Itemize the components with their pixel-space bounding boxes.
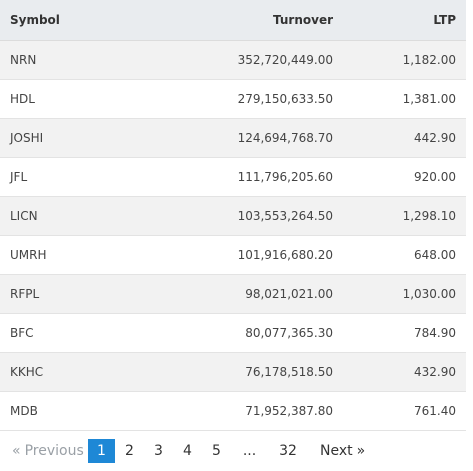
header-symbol[interactable]: Symbol bbox=[0, 0, 160, 41]
cell-turnover: 76,178,518.50 bbox=[245, 364, 333, 379]
cell-symbol: KKHC bbox=[10, 364, 44, 379]
cell-symbol: HDL bbox=[10, 91, 35, 106]
cell-ltp: 1,381.00 bbox=[402, 91, 456, 106]
turnover-table-container: Symbol Turnover LTP NRN 352,720,449.00 1… bbox=[0, 0, 466, 463]
table-row: JOSHI 124,694,768.70 442.90 bbox=[0, 118, 466, 157]
cell-turnover: 101,916,680.20 bbox=[237, 247, 333, 262]
cell-turnover: 352,720,449.00 bbox=[237, 52, 333, 67]
cell-ltp: 432.90 bbox=[414, 364, 456, 379]
cell-ltp: 442.90 bbox=[414, 130, 456, 145]
page-button-1[interactable]: 1 bbox=[88, 439, 115, 463]
cell-turnover: 103,553,264.50 bbox=[237, 208, 333, 223]
previous-label: Previous bbox=[24, 443, 84, 459]
table-row: LICN 103,553,264.50 1,298.10 bbox=[0, 196, 466, 235]
cell-symbol: NRN bbox=[10, 52, 37, 67]
cell-turnover: 71,952,387.80 bbox=[245, 403, 333, 418]
table-row: MDB 71,952,387.80 761.40 bbox=[0, 391, 466, 430]
previous-arrow-icon: « bbox=[12, 443, 21, 459]
cell-turnover: 98,021,021.00 bbox=[245, 286, 333, 301]
table-row: KKHC 76,178,518.50 432.90 bbox=[0, 352, 466, 391]
cell-symbol: BFC bbox=[10, 325, 34, 340]
cell-symbol: JOSHI bbox=[10, 130, 44, 145]
pagination-ellipsis: ... bbox=[242, 443, 257, 459]
cell-symbol: UMRH bbox=[10, 247, 47, 262]
cell-ltp: 648.00 bbox=[414, 247, 456, 262]
pagination: « Previous 1 2 3 4 5 ... 32 Next » bbox=[0, 439, 369, 463]
cell-turnover: 279,150,633.50 bbox=[237, 91, 333, 106]
table-row: HDL 279,150,633.50 1,381.00 bbox=[0, 79, 466, 118]
cell-ltp: 761.40 bbox=[414, 403, 456, 418]
table-row: RFPL 98,021,021.00 1,030.00 bbox=[0, 274, 466, 313]
next-page-button[interactable]: Next » bbox=[308, 439, 369, 463]
cell-symbol: LICN bbox=[10, 208, 38, 223]
page-button-last[interactable]: 32 bbox=[279, 443, 297, 459]
page-button-3[interactable]: 3 bbox=[154, 443, 163, 459]
page-button-4[interactable]: 4 bbox=[183, 443, 192, 459]
cell-turnover: 124,694,768.70 bbox=[237, 130, 333, 145]
previous-page-button[interactable]: « Previous bbox=[0, 439, 88, 463]
cell-symbol: JFL bbox=[10, 169, 28, 184]
next-label: Next bbox=[320, 443, 353, 459]
cell-turnover: 80,077,365.30 bbox=[245, 325, 333, 340]
cell-symbol: RFPL bbox=[10, 286, 40, 301]
header-ltp[interactable]: LTP bbox=[333, 0, 466, 41]
next-arrow-icon: » bbox=[356, 443, 366, 459]
page-button-2[interactable]: 2 bbox=[125, 443, 134, 459]
cell-ltp: 1,030.00 bbox=[402, 286, 456, 301]
cell-ltp: 920.00 bbox=[414, 169, 456, 184]
page-button-5[interactable]: 5 bbox=[212, 443, 221, 459]
cell-ltp: 1,298.10 bbox=[402, 208, 456, 223]
cell-turnover: 111,796,205.60 bbox=[237, 169, 333, 184]
table-header-row: Symbol Turnover LTP bbox=[0, 0, 466, 41]
cell-symbol: MDB bbox=[10, 403, 38, 418]
header-turnover[interactable]: Turnover bbox=[160, 0, 333, 41]
table-row: JFL 111,796,205.60 920.00 bbox=[0, 157, 466, 196]
cell-ltp: 784.90 bbox=[414, 325, 456, 340]
table-row: NRN 352,720,449.00 1,182.00 bbox=[0, 40, 466, 79]
cell-ltp: 1,182.00 bbox=[402, 52, 456, 67]
table-row: UMRH 101,916,680.20 648.00 bbox=[0, 235, 466, 274]
table-row: BFC 80,077,365.30 784.90 bbox=[0, 313, 466, 352]
turnover-table: Symbol Turnover LTP NRN 352,720,449.00 1… bbox=[0, 0, 466, 430]
